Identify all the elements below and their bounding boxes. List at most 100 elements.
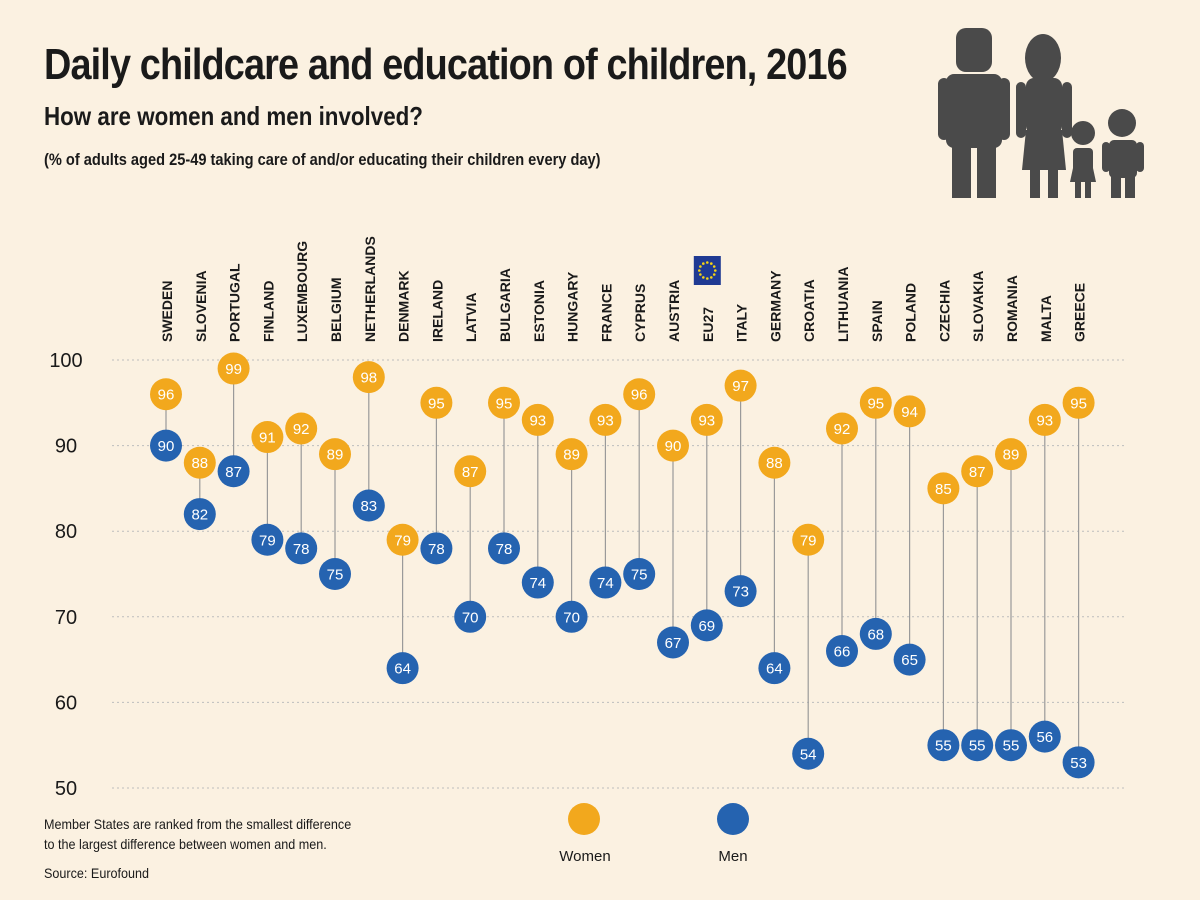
- data-label: 74: [597, 575, 614, 592]
- data-label: 93: [597, 412, 614, 429]
- category-label: AUSTRIA: [666, 280, 682, 342]
- y-tick-label: 90: [55, 436, 77, 458]
- men-point: [758, 652, 791, 685]
- data-label: 79: [800, 532, 817, 549]
- category-label: FRANCE: [598, 284, 614, 342]
- women-point: [217, 352, 250, 385]
- data-label: 95: [496, 395, 513, 412]
- data-label: 98: [360, 370, 377, 387]
- data-label: 54: [800, 746, 817, 763]
- data-label: 87: [225, 464, 242, 481]
- data-label: 65: [901, 652, 918, 669]
- eu-flag-icon: [693, 256, 721, 285]
- category-label: IRELAND: [429, 280, 445, 342]
- women-point: [420, 386, 453, 419]
- data-label: 90: [665, 438, 682, 455]
- legend-men-label: Men: [718, 848, 747, 865]
- women-point: [285, 412, 318, 445]
- category-label: DENMARK: [396, 270, 412, 342]
- category-label: NETHERLANDS: [362, 236, 378, 342]
- data-label: 83: [360, 498, 377, 515]
- footnote-line-1: Member States are ranked from the smalle…: [44, 816, 352, 832]
- legend-women-swatch: [568, 803, 600, 835]
- data-label: 89: [1003, 447, 1020, 464]
- data-label: 70: [563, 609, 580, 626]
- legend-women-label: Women: [559, 848, 610, 865]
- data-label: 64: [766, 661, 783, 678]
- men-point: [690, 609, 723, 642]
- data-label: 73: [732, 584, 749, 601]
- men-point: [454, 600, 487, 633]
- category-label: POLAND: [903, 283, 919, 342]
- y-tick-label: 70: [55, 607, 77, 629]
- data-label: 55: [969, 738, 986, 755]
- category-label: BELGIUM: [328, 277, 344, 342]
- women-point: [893, 395, 926, 428]
- women-point: [826, 412, 858, 445]
- women-point: [758, 446, 791, 479]
- data-label: 96: [158, 387, 175, 404]
- men-point: [961, 729, 994, 762]
- data-label: 93: [1036, 412, 1053, 429]
- men-point: [623, 558, 656, 590]
- men-point: [589, 566, 622, 599]
- men-point: [521, 566, 554, 599]
- legend: Women Men: [559, 803, 749, 865]
- women-point: [454, 455, 487, 488]
- data-label: 75: [327, 567, 344, 584]
- men-point: [1028, 720, 1061, 753]
- category-label: CZECHIA: [936, 280, 952, 342]
- women-point: [961, 455, 994, 488]
- women-point: [859, 386, 892, 419]
- data-label: 56: [1036, 729, 1053, 746]
- y-tick-label: 80: [55, 521, 77, 543]
- women-point: [792, 523, 825, 556]
- data-label: 66: [834, 644, 851, 661]
- data-label: 92: [834, 421, 851, 438]
- grid-layer: [112, 359, 1125, 789]
- category-label: EU27: [700, 307, 716, 342]
- data-label: 79: [259, 532, 276, 549]
- category-label: CROATIA: [801, 279, 817, 342]
- men-point: [893, 643, 926, 676]
- data-label: 82: [191, 507, 208, 524]
- category-label: FINLAND: [260, 281, 276, 342]
- data-label: 74: [529, 575, 546, 592]
- chart-title: Daily childcare and education of childre…: [44, 40, 848, 89]
- women-point: [521, 403, 554, 436]
- y-axis: 50 60 70 80 90 100: [49, 350, 82, 800]
- women-point: [386, 523, 419, 556]
- dot-layer: 96 88 99 91 92 89 98 79 95 87 95 93 89 93 96 90 93 97 88 79…: [150, 352, 1095, 779]
- category-label: PORTUGAL: [227, 263, 243, 342]
- women-point: [589, 403, 622, 436]
- men-point: [995, 729, 1027, 762]
- women-point: [488, 386, 520, 419]
- category-label: ROMANIA: [1004, 275, 1020, 342]
- data-label: 91: [259, 430, 276, 447]
- data-label: 75: [631, 567, 648, 584]
- category-label: BULGARIA: [497, 268, 513, 342]
- men-point: [420, 532, 453, 565]
- category-label: GREECE: [1072, 283, 1088, 342]
- men-point: [251, 523, 284, 556]
- women-point: [150, 378, 182, 411]
- category-label: LUXEMBOURG: [294, 241, 310, 342]
- data-label: 78: [496, 541, 513, 558]
- category-label: GERMANY: [767, 270, 783, 342]
- data-label: 89: [327, 447, 344, 464]
- data-label: 53: [1070, 755, 1087, 772]
- women-point: [183, 446, 216, 479]
- source-note: Source: Eurofound: [44, 865, 150, 881]
- men-point: [217, 455, 250, 488]
- women-point: [319, 438, 351, 471]
- data-label: 79: [394, 532, 411, 549]
- category-label: SLOVAKIA: [970, 271, 986, 342]
- data-label: 93: [698, 412, 715, 429]
- legend-men-swatch: [717, 803, 749, 835]
- men-point: [183, 498, 216, 531]
- women-point: [352, 361, 385, 394]
- data-label: 78: [428, 541, 445, 558]
- women-point: [657, 429, 689, 462]
- stem-layer: [165, 368, 1080, 763]
- data-label: 67: [665, 635, 682, 652]
